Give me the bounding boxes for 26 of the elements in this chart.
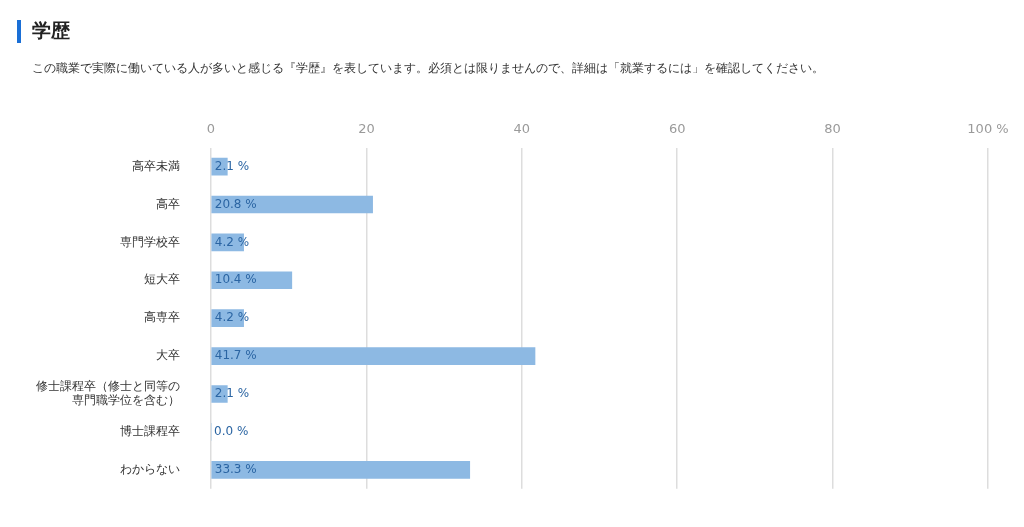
y-tick-label: 博士課程卒 <box>120 424 180 439</box>
x-tick-label: 60 <box>668 121 686 137</box>
data-label: 33.3 % <box>214 461 257 476</box>
x-tick-label: 80 <box>824 121 841 137</box>
y-tick-label: 専門学校卒 <box>120 234 180 249</box>
y-tick-label: 高卒 <box>156 196 180 211</box>
data-label: 0.0 % <box>214 424 249 439</box>
bar <box>211 271 293 290</box>
data-label: 41.7 % <box>214 348 257 363</box>
text: 学歴 <box>32 18 70 43</box>
x-tick-label: 0 <box>206 121 216 137</box>
x-tick-label: 40 <box>513 121 531 137</box>
data-label: 10.4 % <box>214 272 257 287</box>
y-tick-label: 修士課程卒（修士と同等の専門職学位を含む） <box>36 378 180 408</box>
y-tick-label: 高専卒 <box>144 310 180 325</box>
y-tick-label: 高卒未満 <box>132 158 180 173</box>
chart-subtitle: この職業で実際に働いている人が多いと感じる『学歴』を表しています。必須とは限りませんので、詳細は「就業するには」を確認してください。 <box>32 60 824 77</box>
bar <box>211 195 373 214</box>
bar <box>211 347 536 365</box>
data-label: 20.8 % <box>214 196 257 211</box>
y-tick-label: わからない <box>120 461 180 476</box>
x-tick-label: 100 % <box>967 121 1009 137</box>
x-tick-label: 20 <box>358 121 375 137</box>
bar <box>211 461 471 479</box>
y-tick-label: 短大卒 <box>144 272 180 287</box>
y-tick-label: 大卒 <box>156 348 180 363</box>
